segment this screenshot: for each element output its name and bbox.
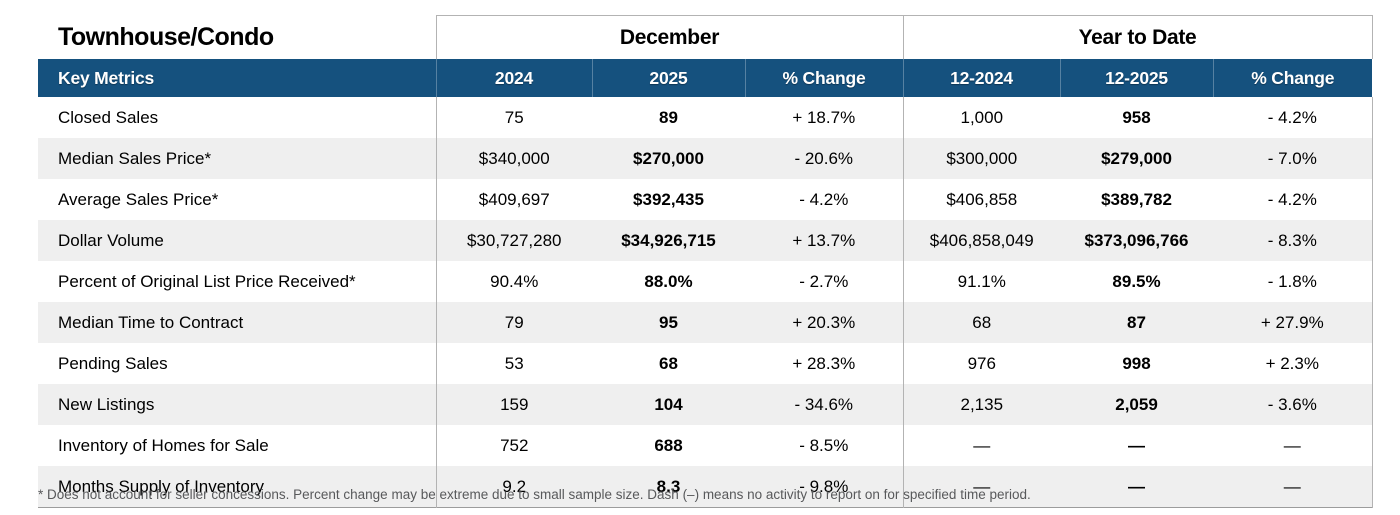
ytd-2024-value: — [902,466,1061,508]
metric-label: Closed Sales [38,97,436,138]
ytd-2025-value: 89.5% [1060,261,1214,302]
ytd-2024-value: $406,858 [902,179,1061,220]
table-row: Dollar Volume $30,727,280 $34,926,715 + … [38,220,1373,261]
table-row: Percent of Original List Price Received*… [38,261,1373,302]
ytd-2024-value: 976 [902,343,1061,384]
page-title: Townhouse/Condo [58,22,274,51]
metric-label: Median Time to Contract [38,302,436,343]
dec-change-value: - 2.7% [745,261,904,302]
dec-2024-value: 75 [435,97,592,138]
ytd-2024-value: $406,858,049 [902,220,1061,261]
dec-2024-value: $340,000 [435,138,592,179]
ytd-2024-value: 91.1% [902,261,1061,302]
table-row: Median Time to Contract 79 95 + 20.3% 68… [38,302,1373,343]
dec-2025-value: 104 [592,384,745,425]
metric-label: Months Supply of Inventory [38,466,436,508]
ytd-change-value: - 7.0% [1213,138,1373,179]
dec-2025-value: 88.0% [592,261,745,302]
column-header-ytd-2024: 12-2024 [902,59,1061,97]
ytd-2025-value: $389,782 [1060,179,1214,220]
dec-2025-value: 68 [592,343,745,384]
ytd-2025-value: $279,000 [1060,138,1214,179]
table-row: New Listings 159 104 - 34.6% 2,135 2,059… [38,384,1373,425]
dec-2024-value: 752 [435,425,592,466]
column-header-ytd-change: % Change [1212,59,1373,97]
column-header-dec-change: % Change [744,59,904,97]
dec-2025-value: 95 [592,302,745,343]
ytd-2025-value: 958 [1060,97,1214,138]
table-row: Pending Sales 53 68 + 28.3% 976 998 + 2.… [38,343,1373,384]
dec-2025-value: $270,000 [592,138,745,179]
dec-change-value: - 20.6% [745,138,904,179]
ytd-2025-value: 2,059 [1060,384,1214,425]
ytd-change-value: - 3.6% [1213,384,1373,425]
dec-2025-value: 688 [592,425,745,466]
table-row: Inventory of Homes for Sale 752 688 - 8.… [38,425,1373,466]
dec-2025-value: 89 [592,97,745,138]
table-row: Average Sales Price* $409,697 $392,435 -… [38,179,1373,220]
ytd-2025-value: — [1060,466,1214,508]
column-header-dec-2025: 2025 [591,59,745,97]
metric-label: New Listings [38,384,436,425]
ytd-2025-value: — [1060,425,1214,466]
column-header-row: Key Metrics 2024 2025 % Change 12-2024 1… [38,59,1373,97]
dec-change-value: - 4.2% [745,179,904,220]
dec-change-value: - 8.5% [745,425,904,466]
metric-label: Percent of Original List Price Received* [38,261,436,302]
dec-change-value: + 13.7% [745,220,904,261]
dec-change-value: - 34.6% [745,384,904,425]
ytd-change-value: - 1.8% [1213,261,1373,302]
dec-2024-value: 79 [435,302,592,343]
dec-change-value: + 20.3% [745,302,904,343]
table-row: Median Sales Price* $340,000 $270,000 - … [38,138,1373,179]
ytd-change-value: - 8.3% [1213,220,1373,261]
table-row: Closed Sales 75 89 + 18.7% 1,000 958 - 4… [38,97,1373,138]
ytd-2025-value: 87 [1060,302,1214,343]
metric-label: Average Sales Price* [38,179,436,220]
ytd-change-value: - 4.2% [1213,179,1373,220]
metric-label: Median Sales Price* [38,138,436,179]
ytd-change-value: — [1213,425,1373,466]
dec-2025-value: $34,926,715 [592,220,745,261]
dec-2024-value: 53 [435,343,592,384]
metric-label: Pending Sales [38,343,436,384]
dec-change-value: + 18.7% [745,97,904,138]
column-header-ytd-2025: 12-2025 [1059,59,1214,97]
dec-2024-value: $409,697 [435,179,592,220]
ytd-change-value: - 4.2% [1213,97,1373,138]
ytd-2025-value: 998 [1060,343,1214,384]
ytd-change-value: — [1213,466,1373,508]
table-row: Months Supply of Inventory 9.2 8.3 - 9.8… [38,466,1373,508]
group-header-year-to-date: Year to Date [902,15,1373,59]
dec-2024-value: 159 [435,384,592,425]
ytd-2024-value: $300,000 [902,138,1061,179]
page-title-cell: Townhouse/Condo [38,15,436,59]
dec-2024-value: 90.4% [435,261,592,302]
dec-2025-value: 8.3 [592,466,745,508]
group-header-row: Townhouse/Condo December Year to Date [38,15,1373,59]
column-header-dec-2024: 2024 [435,59,592,97]
key-metrics-table: Townhouse/Condo December Year to Date Ke… [38,15,1373,508]
metric-label: Dollar Volume [38,220,436,261]
footnote: * Does not account for seller concession… [38,487,1031,502]
dec-2024-value: $30,727,280 [435,220,592,261]
ytd-2024-value: 1,000 [902,97,1061,138]
dec-2025-value: $392,435 [592,179,745,220]
ytd-2024-value: — [902,425,1061,466]
ytd-2024-value: 2,135 [902,384,1061,425]
ytd-2024-value: 68 [902,302,1061,343]
dec-change-value: - 9.8% [745,466,904,508]
group-header-december: December [435,15,904,59]
dec-change-value: + 28.3% [745,343,904,384]
ytd-change-value: + 27.9% [1213,302,1373,343]
ytd-2025-value: $373,096,766 [1060,220,1214,261]
market-report-table: Townhouse/Condo December Year to Date Ke… [38,15,1373,508]
dec-2024-value: 9.2 [435,466,592,508]
ytd-change-value: + 2.3% [1213,343,1373,384]
metric-label: Inventory of Homes for Sale [38,425,436,466]
key-metrics-header: Key Metrics [38,59,436,97]
